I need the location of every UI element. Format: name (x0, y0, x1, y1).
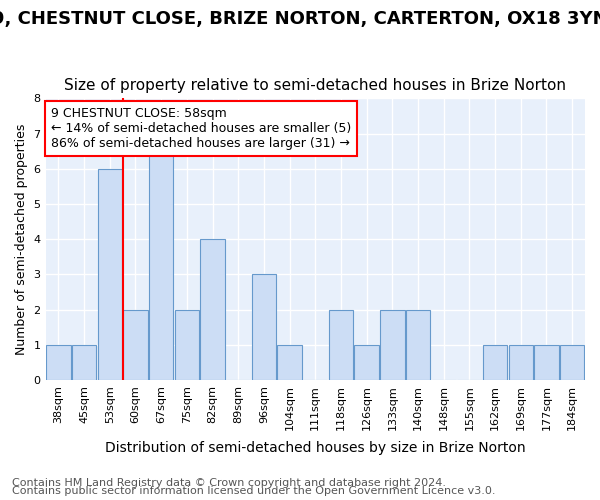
Bar (149, 134, 173, 380)
Bar (251, 274, 276, 380)
Bar (406, 310, 430, 380)
Bar (123, 310, 148, 380)
Title: Size of property relative to semi-detached houses in Brize Norton: Size of property relative to semi-detach… (64, 78, 566, 93)
Bar (277, 345, 302, 380)
Bar (98, 169, 122, 380)
Bar (509, 345, 533, 380)
Bar (72, 345, 96, 380)
Bar (175, 310, 199, 380)
Text: Contains public sector information licensed under the Open Government Licence v3: Contains public sector information licen… (12, 486, 496, 496)
Bar (534, 345, 559, 380)
Bar (46, 345, 71, 380)
Bar (483, 345, 507, 380)
Text: 9, CHESTNUT CLOSE, BRIZE NORTON, CARTERTON, OX18 3YN: 9, CHESTNUT CLOSE, BRIZE NORTON, CARTERT… (0, 10, 600, 28)
Text: Contains HM Land Registry data © Crown copyright and database right 2024.: Contains HM Land Registry data © Crown c… (12, 478, 446, 488)
Y-axis label: Number of semi-detached properties: Number of semi-detached properties (15, 124, 28, 355)
Bar (200, 239, 225, 380)
Bar (329, 310, 353, 380)
Bar (380, 310, 404, 380)
Text: 9 CHESTNUT CLOSE: 58sqm
← 14% of semi-detached houses are smaller (5)
86% of sem: 9 CHESTNUT CLOSE: 58sqm ← 14% of semi-de… (51, 107, 351, 150)
X-axis label: Distribution of semi-detached houses by size in Brize Norton: Distribution of semi-detached houses by … (105, 441, 526, 455)
Bar (355, 345, 379, 380)
Bar (560, 345, 584, 380)
